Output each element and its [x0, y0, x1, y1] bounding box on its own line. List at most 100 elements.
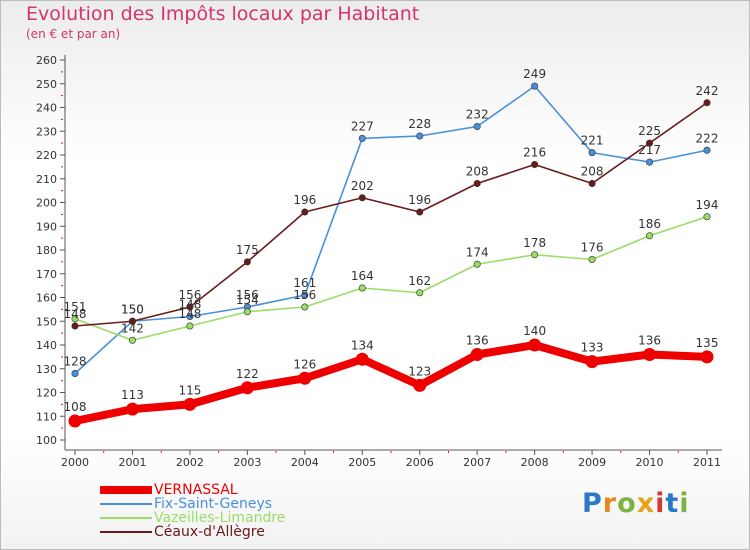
- data-point-fix-saint-geneys: [358, 134, 366, 142]
- data-point-fix-saint-geneys: [473, 123, 481, 131]
- data-label-c-aux-d-all-gre: 156: [178, 288, 201, 302]
- y-tick-label: 100: [36, 434, 57, 447]
- y-tick-label: 200: [36, 197, 57, 210]
- data-label-vazeilles-limandre: 156: [293, 288, 316, 302]
- data-point-vazeilles-limandre: [531, 251, 539, 259]
- data-label-fix-saint-geneys: 128: [64, 355, 87, 369]
- x-tick-label: 2007: [463, 456, 491, 469]
- data-label-fix-saint-geneys: 148: [178, 298, 201, 312]
- data-label-c-aux-d-all-gre: 242: [696, 84, 719, 98]
- data-label-fix-saint-geneys: 249: [523, 67, 546, 81]
- data-label-vernassal: 108: [64, 400, 87, 414]
- data-point-fix-saint-geneys: [301, 291, 309, 299]
- series-layer: [68, 82, 714, 428]
- data-point-vazeilles-limandre: [301, 303, 309, 311]
- data-point-vernassal: [125, 402, 139, 416]
- series-line-vazeilles-limandre: [74, 215, 708, 342]
- x-tick-label: 2004: [291, 456, 319, 469]
- legend-item-c-aux-d-all-gre: Céaux-d'Allègre: [100, 524, 360, 540]
- legend-item-fix-saint-geneys: Fix-Saint-Geneys: [100, 496, 360, 512]
- data-point-vazeilles-limandre: [473, 260, 481, 268]
- y-tick-label: 230: [36, 125, 57, 138]
- data-point-vazeilles-limandre: [416, 289, 424, 297]
- data-label-vernassal: 123: [408, 364, 431, 378]
- data-label-fix-saint-geneys: 217: [638, 143, 661, 157]
- x-tick-label: 2000: [61, 456, 89, 469]
- data-point-c-aux-d-all-gre: [358, 194, 366, 202]
- data-label-vernassal: 136: [638, 334, 661, 348]
- data-label-vazeilles-limandre: 162: [408, 274, 431, 288]
- data-label-vazeilles-limandre: 176: [581, 241, 604, 255]
- logo-letter: i: [679, 488, 690, 519]
- y-tick-label: 260: [36, 54, 57, 67]
- x-tick-label: 2009: [578, 456, 606, 469]
- y-tick-label: 210: [36, 173, 57, 186]
- x-tick-label: 2003: [233, 456, 261, 469]
- data-label-vernassal: 122: [236, 367, 259, 381]
- data-point-fix-saint-geneys: [186, 312, 194, 320]
- logo-letter: t: [665, 488, 680, 519]
- y-tick-label: 220: [36, 149, 57, 162]
- axis-layer: 100 110 120 130 140 150 160 170 180 190 200 210 220 2…: [36, 54, 722, 469]
- legend-label: Vazeilles-Limandre: [154, 510, 286, 526]
- data-point-fix-saint-geneys: [71, 369, 79, 377]
- data-point-c-aux-d-all-gre: [416, 208, 424, 216]
- data-label-vazeilles-limandre: 194: [696, 198, 719, 212]
- data-point-c-aux-d-all-gre: [703, 99, 711, 107]
- legend: VERNASSAL Fix-Saint-Geneys Vazeilles-Liman…: [100, 482, 360, 540]
- data-label-vernassal: 136: [466, 334, 489, 348]
- data-point-vazeilles-limandre: [588, 255, 596, 263]
- data-label-vazeilles-limandre: 142: [121, 321, 144, 335]
- data-label-c-aux-d-all-gre: 196: [408, 193, 431, 207]
- data-label-c-aux-d-all-gre: 202: [351, 179, 374, 193]
- data-point-vernassal: [700, 350, 714, 364]
- y-tick-label: 240: [36, 102, 57, 115]
- y-tick-label: 150: [36, 315, 57, 328]
- data-point-vazeilles-limandre: [186, 322, 194, 330]
- data-label-c-aux-d-all-gre: 208: [581, 165, 604, 179]
- data-point-vazeilles-limandre: [71, 315, 79, 323]
- data-point-vernassal: [585, 355, 599, 369]
- data-label-vazeilles-limandre: 151: [64, 300, 87, 314]
- x-tick-label: 2005: [348, 456, 376, 469]
- data-label-fix-saint-geneys: 222: [696, 131, 719, 145]
- y-tick-label: 140: [36, 339, 57, 352]
- data-label-fix-saint-geneys: 156: [236, 288, 259, 302]
- x-tick-label: 2011: [693, 456, 721, 469]
- data-point-c-aux-d-all-gre: [531, 161, 539, 169]
- data-point-c-aux-d-all-gre: [243, 258, 251, 266]
- data-label-vazeilles-limandre: 148: [178, 307, 201, 321]
- data-point-vazeilles-limandre: [703, 213, 711, 221]
- legend-item-vazeilles-limandre: Vazeilles-Limandre: [100, 510, 360, 526]
- proxiti-logo: Proxiti: [582, 488, 690, 519]
- chart-title: Evolution des Impôts locaux par Habitant: [26, 3, 420, 25]
- y-tick-label: 190: [36, 220, 57, 233]
- data-label-c-aux-d-all-gre: 208: [466, 165, 489, 179]
- data-label-vernassal: 140: [523, 324, 546, 338]
- data-point-c-aux-d-all-gre: [71, 322, 79, 330]
- x-tick-label: 2008: [521, 456, 549, 469]
- data-point-c-aux-d-all-gre: [128, 317, 136, 325]
- data-point-vernassal: [183, 397, 197, 411]
- y-tick-label: 130: [36, 363, 57, 376]
- data-label-c-aux-d-all-gre: 175: [236, 243, 259, 257]
- data-label-vazeilles-limandre: 154: [236, 293, 259, 307]
- data-point-vazeilles-limandre: [243, 308, 251, 316]
- data-point-fix-saint-geneys: [646, 158, 654, 166]
- data-point-c-aux-d-all-gre: [473, 180, 481, 188]
- y-tick-label: 180: [36, 244, 57, 257]
- data-point-vernassal: [298, 371, 312, 385]
- data-point-fix-saint-geneys: [531, 82, 539, 90]
- logo-letter: o: [617, 488, 637, 519]
- data-point-vernassal: [643, 348, 657, 361]
- legend-label: Fix-Saint-Geneys: [154, 496, 273, 512]
- data-label-vernassal: 126: [293, 357, 316, 371]
- data-label-vernassal: 115: [178, 383, 201, 397]
- legend-swatch: [100, 517, 152, 519]
- y-tick-label: 250: [36, 78, 57, 91]
- legend-swatch: [100, 503, 152, 505]
- data-label-vazeilles-limandre: 178: [523, 236, 546, 250]
- data-point-vazeilles-limandre: [358, 284, 366, 292]
